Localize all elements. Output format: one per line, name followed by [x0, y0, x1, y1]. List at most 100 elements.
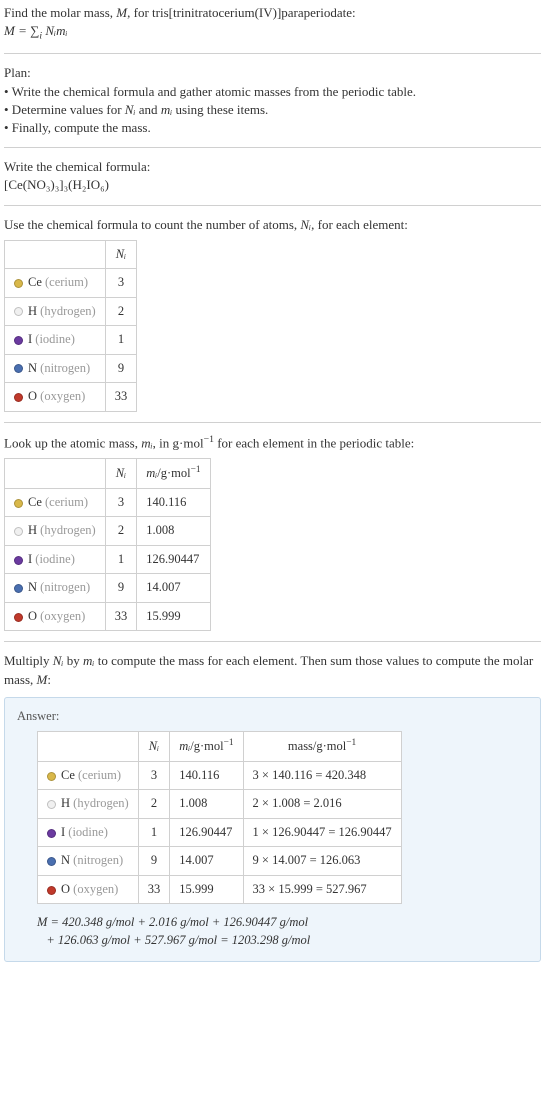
atomic-mass-block: Look up the atomic mass, mᵢ, in g·mol−1 … [4, 433, 541, 632]
element-name: (nitrogen) [40, 580, 90, 594]
mi-cell: 1.008 [137, 517, 210, 546]
intro-block: Find the molar mass, M, for tris[trinitr… [4, 4, 541, 43]
mi-pre: mᵢ [146, 466, 157, 480]
mass-cell: 3 × 140.116 = 420.348 [243, 761, 401, 790]
answer-box: Answer: Nᵢ mᵢ/g·mol−1 mass/g·mol−1 Ce (c… [4, 697, 541, 963]
am-mid: , in g·mol [153, 435, 204, 450]
ca-pre: Use the chemical formula to count the nu… [4, 217, 300, 232]
plan2-suf: using these items. [172, 102, 268, 117]
table-row: I (iodine)1126.90447 [5, 545, 211, 574]
ni-header: Nᵢ [138, 732, 170, 762]
table-row: N (nitrogen)914.0079 × 14.007 = 126.063 [38, 847, 402, 876]
ni-cell: 9 [105, 354, 137, 383]
mass-cell: 9 × 14.007 = 126.063 [243, 847, 401, 876]
multiply-block: Multiply Nᵢ by mᵢ to compute the mass fo… [4, 652, 541, 688]
answer-table: Nᵢ mᵢ/g·mol−1 mass/g·mol−1 Ce (cerium)31… [37, 731, 402, 904]
ah2-pre: mᵢ [179, 739, 190, 753]
atomic-mass-text: Look up the atomic mass, mᵢ, in g·mol−1 … [4, 433, 541, 453]
count-atoms-block: Use the chemical formula to count the nu… [4, 216, 541, 412]
mi-cell: 140.116 [170, 761, 243, 790]
element-name: (cerium) [45, 495, 88, 509]
ni-cell: 1 [105, 545, 137, 574]
ah2-mid: /g·mol [190, 739, 223, 753]
chem-formula-title: Write the chemical formula: [4, 158, 541, 176]
mi-cell: 126.90447 [137, 545, 210, 574]
element-dot-icon [14, 613, 23, 622]
ah3-pre: mass/g·mol [288, 739, 346, 753]
am-suf: for each element in the periodic table: [214, 435, 414, 450]
element-symbol: H [28, 304, 40, 318]
ni-cell: 33 [105, 383, 137, 412]
element-cell: N (nitrogen) [5, 574, 106, 603]
mul-pre: Multiply [4, 653, 53, 668]
element-dot-icon [14, 393, 23, 402]
am-exp: −1 [204, 434, 214, 445]
ni-cell: 33 [138, 875, 170, 904]
element-dot-icon [14, 527, 23, 536]
ni-cell: 9 [105, 574, 137, 603]
table-row: H (hydrogen)2 [5, 297, 137, 326]
ca-var: Nᵢ [300, 217, 311, 232]
mass-header: mass/g·mol−1 [243, 732, 401, 762]
mass-cell: 1 × 126.90447 = 126.90447 [243, 818, 401, 847]
mi-exp: −1 [191, 465, 201, 475]
mul-v3: M [37, 672, 48, 687]
ni-cell: 1 [138, 818, 170, 847]
ni-cell: 2 [138, 790, 170, 819]
ni-cell: 3 [105, 269, 137, 298]
count-atoms-table: Nᵢ Ce (cerium)3H (hydrogen)2I (iodine)1N… [4, 240, 137, 412]
element-cell: Ce (cerium) [5, 488, 106, 517]
table-row: O (oxygen)3315.999 [5, 602, 211, 631]
element-name: (oxygen) [40, 609, 85, 623]
element-dot-icon [14, 336, 23, 345]
table-row: Ce (cerium)3 [5, 269, 137, 298]
divider [4, 422, 541, 423]
element-name: (hydrogen) [73, 796, 129, 810]
element-symbol: H [61, 796, 73, 810]
element-cell: H (hydrogen) [38, 790, 139, 819]
final-line-1: M = 420.348 g/mol + 2.016 g/mol + 126.90… [37, 914, 528, 932]
ni-header: Nᵢ [105, 459, 137, 489]
answer-label: Answer: [17, 708, 528, 726]
mi-cell: 140.116 [137, 488, 210, 517]
element-dot-icon [14, 364, 23, 373]
table-row: I (iodine)1126.904471 × 126.90447 = 126.… [38, 818, 402, 847]
element-dot-icon [14, 307, 23, 316]
element-cell: H (hydrogen) [5, 517, 106, 546]
plan-item-2: • Determine values for Nᵢ and mᵢ using t… [4, 101, 541, 119]
table-row: I (iodine)1 [5, 326, 137, 355]
element-name: (cerium) [45, 275, 88, 289]
eq-sum: M = ∑ [4, 23, 39, 38]
element-name: (oxygen) [40, 389, 85, 403]
final-line-2: + 126.063 g/mol + 527.967 g/mol = 1203.2… [37, 932, 528, 950]
mi-cell: 15.999 [170, 875, 243, 904]
mul-by: by [64, 653, 84, 668]
table-row: N (nitrogen)9 [5, 354, 137, 383]
plan-title: Plan: [4, 64, 541, 82]
plan-item-3: • Finally, compute the mass. [4, 119, 541, 137]
element-name: (iodine) [35, 552, 75, 566]
table-row: Ce (cerium)3140.116 [5, 488, 211, 517]
element-cell: O (oxygen) [5, 602, 106, 631]
ni-header: Nᵢ [105, 240, 137, 269]
ni-cell: 2 [105, 297, 137, 326]
element-symbol: N [61, 853, 73, 867]
ni-cell: 9 [138, 847, 170, 876]
count-atoms-text: Use the chemical formula to count the nu… [4, 216, 541, 234]
blank-header [5, 459, 106, 489]
element-name: (cerium) [78, 768, 121, 782]
mi-cell: 126.90447 [170, 818, 243, 847]
mul-v1: Nᵢ [53, 653, 64, 668]
element-name: (iodine) [35, 332, 75, 346]
plan2-v1: Nᵢ [125, 102, 136, 117]
element-dot-icon [47, 857, 56, 866]
element-cell: I (iodine) [5, 545, 106, 574]
element-cell: I (iodine) [5, 326, 106, 355]
element-cell: O (oxygen) [38, 875, 139, 904]
element-symbol: N [28, 580, 40, 594]
mul-v2: mᵢ [83, 653, 94, 668]
intro-var-M: M [116, 5, 127, 20]
element-dot-icon [47, 772, 56, 781]
ni-cell: 3 [105, 488, 137, 517]
element-symbol: H [28, 523, 40, 537]
